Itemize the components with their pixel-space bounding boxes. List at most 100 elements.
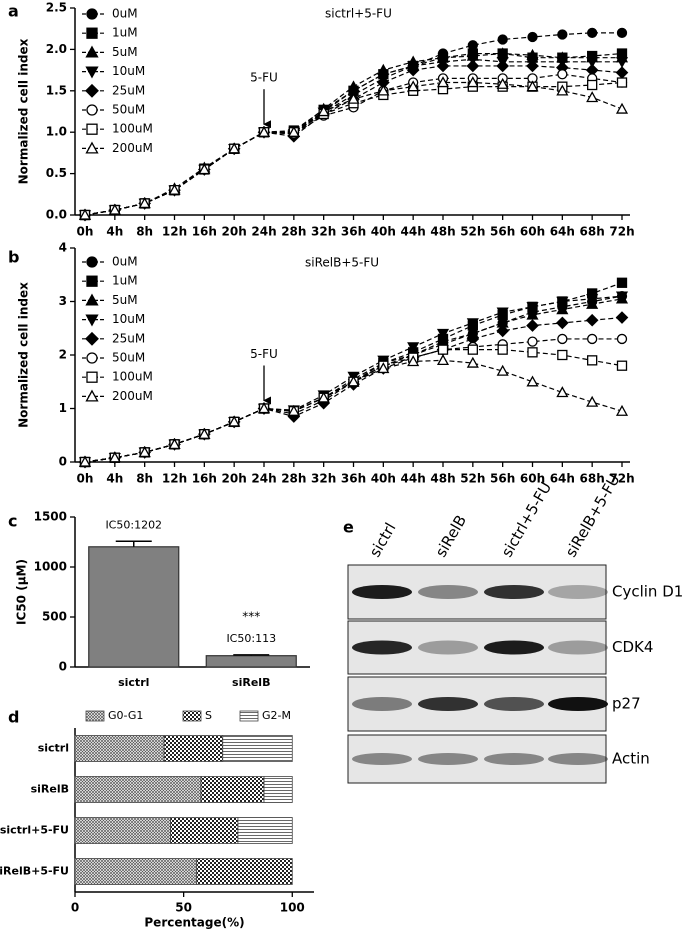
y-tick-label: siRelB+5-FU	[0, 865, 69, 878]
protein-label: Actin	[612, 750, 650, 768]
legend-swatch	[182, 710, 202, 722]
marker	[615, 57, 629, 69]
y-tick-label: sictrl	[38, 742, 69, 755]
legend-label: 25uM	[112, 331, 145, 345]
marker	[317, 105, 330, 117]
marker	[556, 296, 569, 308]
marker	[85, 314, 99, 327]
blot-band	[484, 753, 544, 765]
x-tick-label: 56h	[490, 472, 515, 486]
y-tick-label: 3	[59, 294, 67, 308]
legend-label: 200uM	[112, 389, 153, 403]
y-axis-label: Normalized cell index	[17, 282, 31, 428]
x-tick-label: 20h	[222, 472, 247, 486]
x-tick-label: 40h	[371, 472, 396, 486]
blot-band	[548, 753, 608, 765]
marker	[587, 27, 598, 38]
y-tick-label: 1.5	[46, 83, 67, 97]
value-label: IC50:1202	[105, 518, 162, 531]
y-tick-label: 1	[59, 401, 67, 415]
legend-label: 0uM	[112, 7, 138, 21]
legend-label: 5uM	[112, 293, 138, 307]
marker	[586, 91, 599, 103]
bar	[88, 546, 180, 668]
marker	[85, 293, 99, 306]
marker	[407, 80, 420, 92]
marker	[257, 402, 271, 414]
annotation: 5-FU	[250, 71, 278, 85]
marker	[616, 333, 628, 345]
marker	[526, 375, 539, 387]
x-tick-label: 100	[280, 901, 305, 915]
error-bar	[233, 654, 270, 656]
marker	[556, 386, 569, 398]
marker	[615, 291, 629, 303]
x-tick-label: 52h	[460, 225, 485, 239]
x-tick-label: 52h	[460, 472, 485, 486]
marker	[198, 163, 211, 175]
bar-segment	[170, 817, 239, 844]
protein-label: Cyclin D1	[612, 583, 683, 601]
x-tick-label: 72h	[609, 225, 634, 239]
marker	[526, 319, 539, 332]
x-tick-label: 0	[71, 901, 79, 915]
lane-label: siRelB	[432, 512, 470, 560]
marker	[407, 342, 420, 354]
marker	[168, 183, 181, 195]
marker	[497, 344, 508, 355]
x-tick-label: 60h	[520, 225, 545, 239]
blot-band	[418, 697, 478, 711]
marker	[586, 395, 599, 407]
bar	[205, 655, 297, 668]
error-bar	[115, 540, 152, 547]
x-tick-label: 68h	[580, 472, 605, 486]
lane-label: sictrl	[366, 520, 400, 561]
marker	[168, 438, 181, 450]
marker	[557, 69, 568, 80]
marker	[466, 59, 480, 73]
marker	[86, 371, 98, 383]
x-tick-label: 64h	[550, 472, 575, 486]
marker	[108, 203, 121, 215]
y-tick-label: 0	[59, 660, 67, 674]
marker	[616, 277, 628, 288]
marker	[526, 308, 539, 320]
marker	[587, 355, 598, 366]
x-tick-label: 4h	[106, 472, 123, 486]
marker	[615, 404, 629, 416]
x-tick-label: 56h	[490, 225, 515, 239]
y-tick-label: 0	[59, 455, 67, 469]
x-tick-label: 40h	[371, 225, 396, 239]
marker	[615, 66, 629, 79]
x-tick-label: 24h	[251, 225, 276, 239]
marker	[85, 141, 99, 154]
x-tick-label: 12h	[162, 225, 187, 239]
panel-label: b	[8, 248, 19, 267]
marker	[108, 451, 121, 463]
annotation: ***	[242, 609, 260, 623]
marker	[86, 8, 98, 20]
y-tick-label: 2.0	[46, 42, 67, 56]
marker	[496, 364, 509, 376]
y-tick-label: 2.5	[46, 1, 67, 15]
marker	[436, 76, 450, 88]
marker	[556, 303, 569, 315]
marker	[467, 344, 478, 355]
series-line	[84, 338, 622, 463]
x-tick-label: 0h	[77, 225, 94, 239]
x-tick-label: siRelB	[232, 676, 270, 689]
marker	[466, 318, 479, 330]
x-tick-label: sictrl	[118, 676, 149, 689]
legend-label: 1uM	[112, 274, 138, 288]
marker	[587, 79, 598, 91]
x-tick-label: 48h	[430, 472, 455, 486]
x-tick-label: 48h	[430, 225, 455, 239]
marker	[228, 142, 241, 154]
series-line	[84, 52, 622, 216]
y-axis-label: Normalized cell index	[17, 38, 31, 184]
marker	[437, 344, 449, 355]
x-tick-label: 4h	[106, 225, 123, 239]
bar-segment	[263, 776, 293, 803]
blot-band	[418, 640, 478, 655]
